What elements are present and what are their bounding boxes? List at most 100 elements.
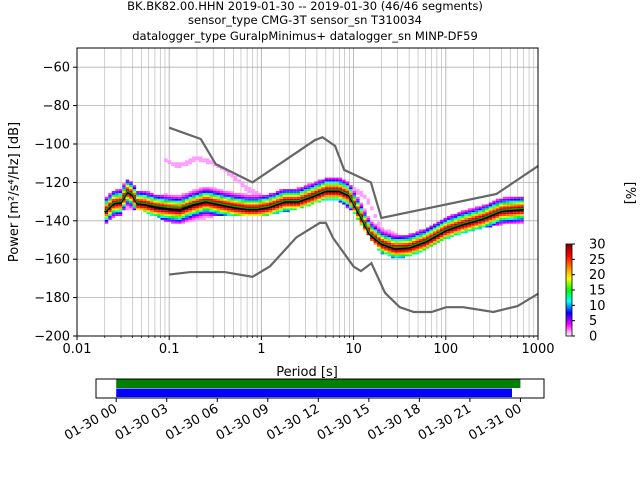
heatmap-cell (115, 208, 119, 211)
heatmap-cell (122, 200, 126, 203)
heatmap-cell (300, 206, 304, 209)
heatmap-cell (202, 187, 206, 190)
heatmap-cell (516, 214, 521, 216)
heatmap-cell (373, 223, 378, 226)
heatmap-cell (233, 177, 238, 180)
heatmap-cell (202, 189, 206, 192)
heatmap-cell (129, 198, 133, 201)
heatmap-cell (310, 191, 315, 193)
heatmap-cell (471, 227, 475, 230)
heatmap-cell (342, 183, 346, 186)
heatmap-cell (439, 239, 444, 241)
heatmap-cell (471, 217, 475, 220)
heatmap-cell (188, 191, 193, 193)
heatmap-cell (226, 208, 231, 211)
heatmap-cell (261, 204, 266, 207)
heatmap-cell (153, 212, 158, 215)
heatmap-cell (209, 216, 213, 218)
heatmap-cell (118, 192, 123, 195)
heatmap-cell (192, 191, 196, 193)
heatmap-cell (122, 208, 126, 211)
heatmap-cell (157, 200, 161, 203)
heatmap-cell (338, 187, 343, 190)
heatmap-cell (282, 204, 287, 207)
heatmap-cell (146, 191, 151, 193)
heatmap-cell (331, 194, 336, 197)
heatmap-cell (366, 219, 371, 222)
heatmap-cell (111, 196, 116, 199)
heatmap-cell (199, 189, 203, 192)
heatmap-cell (209, 204, 213, 207)
heatmap-cell (195, 210, 200, 213)
heatmap-cell (391, 254, 395, 257)
heatmap-cell (233, 196, 238, 199)
heatmap-cell (164, 160, 168, 163)
heatmap-cell (425, 246, 430, 249)
heatmap-cell (195, 194, 200, 197)
heatmap-cell (125, 183, 130, 186)
heatmap-cell (108, 217, 112, 220)
heatmap-cell (349, 208, 353, 211)
heatmap-cell (314, 200, 318, 203)
heatmap-cell (506, 217, 510, 220)
heatmap-cell (436, 225, 440, 228)
heatmap-cell (446, 219, 451, 222)
heatmap-cell (223, 210, 227, 213)
heatmap-cell (251, 191, 255, 193)
heatmap-cell (185, 160, 189, 163)
heatmap-cell (485, 212, 489, 215)
heatmap-cell (474, 212, 479, 215)
heatmap-cell (520, 214, 524, 216)
heatmap-cell (513, 212, 517, 215)
heatmap-cell (164, 212, 168, 215)
heatmap-cell (411, 235, 416, 238)
heatmap-cell (139, 192, 144, 195)
heatmap-cell (153, 214, 158, 216)
heatmap-cell (212, 189, 217, 192)
heatmap-cell (192, 196, 196, 199)
heatmap-cell (108, 202, 112, 205)
heatmap-cell (178, 221, 182, 224)
heatmap-cell (432, 233, 437, 236)
heatmap-cell (258, 200, 262, 203)
heatmap-cell (485, 208, 489, 211)
x-axis-label: Period [s] (276, 365, 338, 380)
heatmap-cell (293, 204, 297, 207)
heatmap-cell (415, 231, 419, 234)
heatmap-cell (425, 235, 430, 238)
heatmap-cell (293, 206, 297, 209)
heatmap-cell (492, 204, 496, 207)
heatmap-cell (282, 208, 287, 211)
heatmap-cell (317, 196, 322, 199)
heatmap-cell (143, 192, 147, 195)
heatmap-cell (202, 217, 206, 220)
heatmap-cell (356, 202, 360, 205)
heatmap-cell (188, 160, 193, 163)
heatmap-cell (226, 198, 231, 201)
heatmap-cell (471, 223, 475, 226)
heatmap-cell (209, 189, 213, 192)
heatmap-cell (160, 200, 165, 203)
heatmap-cell (513, 219, 517, 222)
heatmap-cell (237, 204, 241, 207)
title-line-2: sensor_type CMG-3T sensor_sn T310034 (188, 13, 422, 27)
heatmap-cell (181, 204, 186, 207)
heatmap-cell (209, 212, 213, 215)
heatmap-cell (366, 202, 371, 205)
heatmap-cell (268, 196, 273, 199)
heatmap-cell (446, 217, 451, 220)
heatmap-cell (139, 191, 144, 193)
heatmap-cell (279, 196, 283, 199)
heatmap-cell (111, 214, 116, 216)
heatmap-cell (471, 210, 475, 213)
heatmap-cell (223, 214, 227, 216)
heatmap-cell (192, 212, 196, 215)
heatmap-cell (471, 212, 475, 215)
heatmap-cell (195, 206, 200, 209)
heatmap-cell (167, 160, 172, 163)
heatmap-cell (202, 198, 206, 201)
heatmap-cell (370, 227, 374, 230)
heatmap-cell (289, 204, 294, 207)
heatmap-cell (415, 250, 419, 253)
